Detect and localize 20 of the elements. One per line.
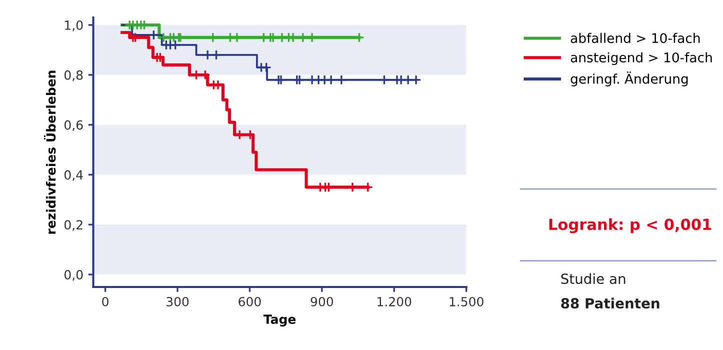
- y-tick-label: 0,4: [64, 170, 83, 181]
- y-axis-title: rezidivfreies Überleben: [44, 70, 56, 234]
- text: Studie an: [561, 273, 626, 284]
- x-tick-label: 900: [310, 296, 334, 306]
- legend-label: abfallend > 10-fach: [570, 32, 700, 44]
- y-tick-label: 0,0: [64, 270, 83, 281]
- y-tick-label: 0,8: [64, 70, 83, 82]
- x-tick-label: 1.500: [450, 296, 484, 306]
- x-tick-label: 300: [166, 296, 189, 306]
- x-tick-label: 600: [238, 296, 261, 306]
- legend-label: ansteigend > 10-fach: [570, 52, 712, 66]
- x-tick-label: 0: [102, 296, 108, 306]
- x-axis-title: Tage: [263, 314, 296, 326]
- y-tick-label: 0,2: [64, 220, 82, 231]
- text: Logrank: p < 0,001: [549, 218, 712, 234]
- text: 88 Patienten: [561, 298, 660, 309]
- y-tick-label: 0,6: [64, 120, 83, 132]
- legend-label: geringf. Änderung: [570, 72, 688, 86]
- y-tick-label: 1,0: [65, 20, 83, 32]
- x-tick-label: 1.200: [378, 296, 412, 306]
